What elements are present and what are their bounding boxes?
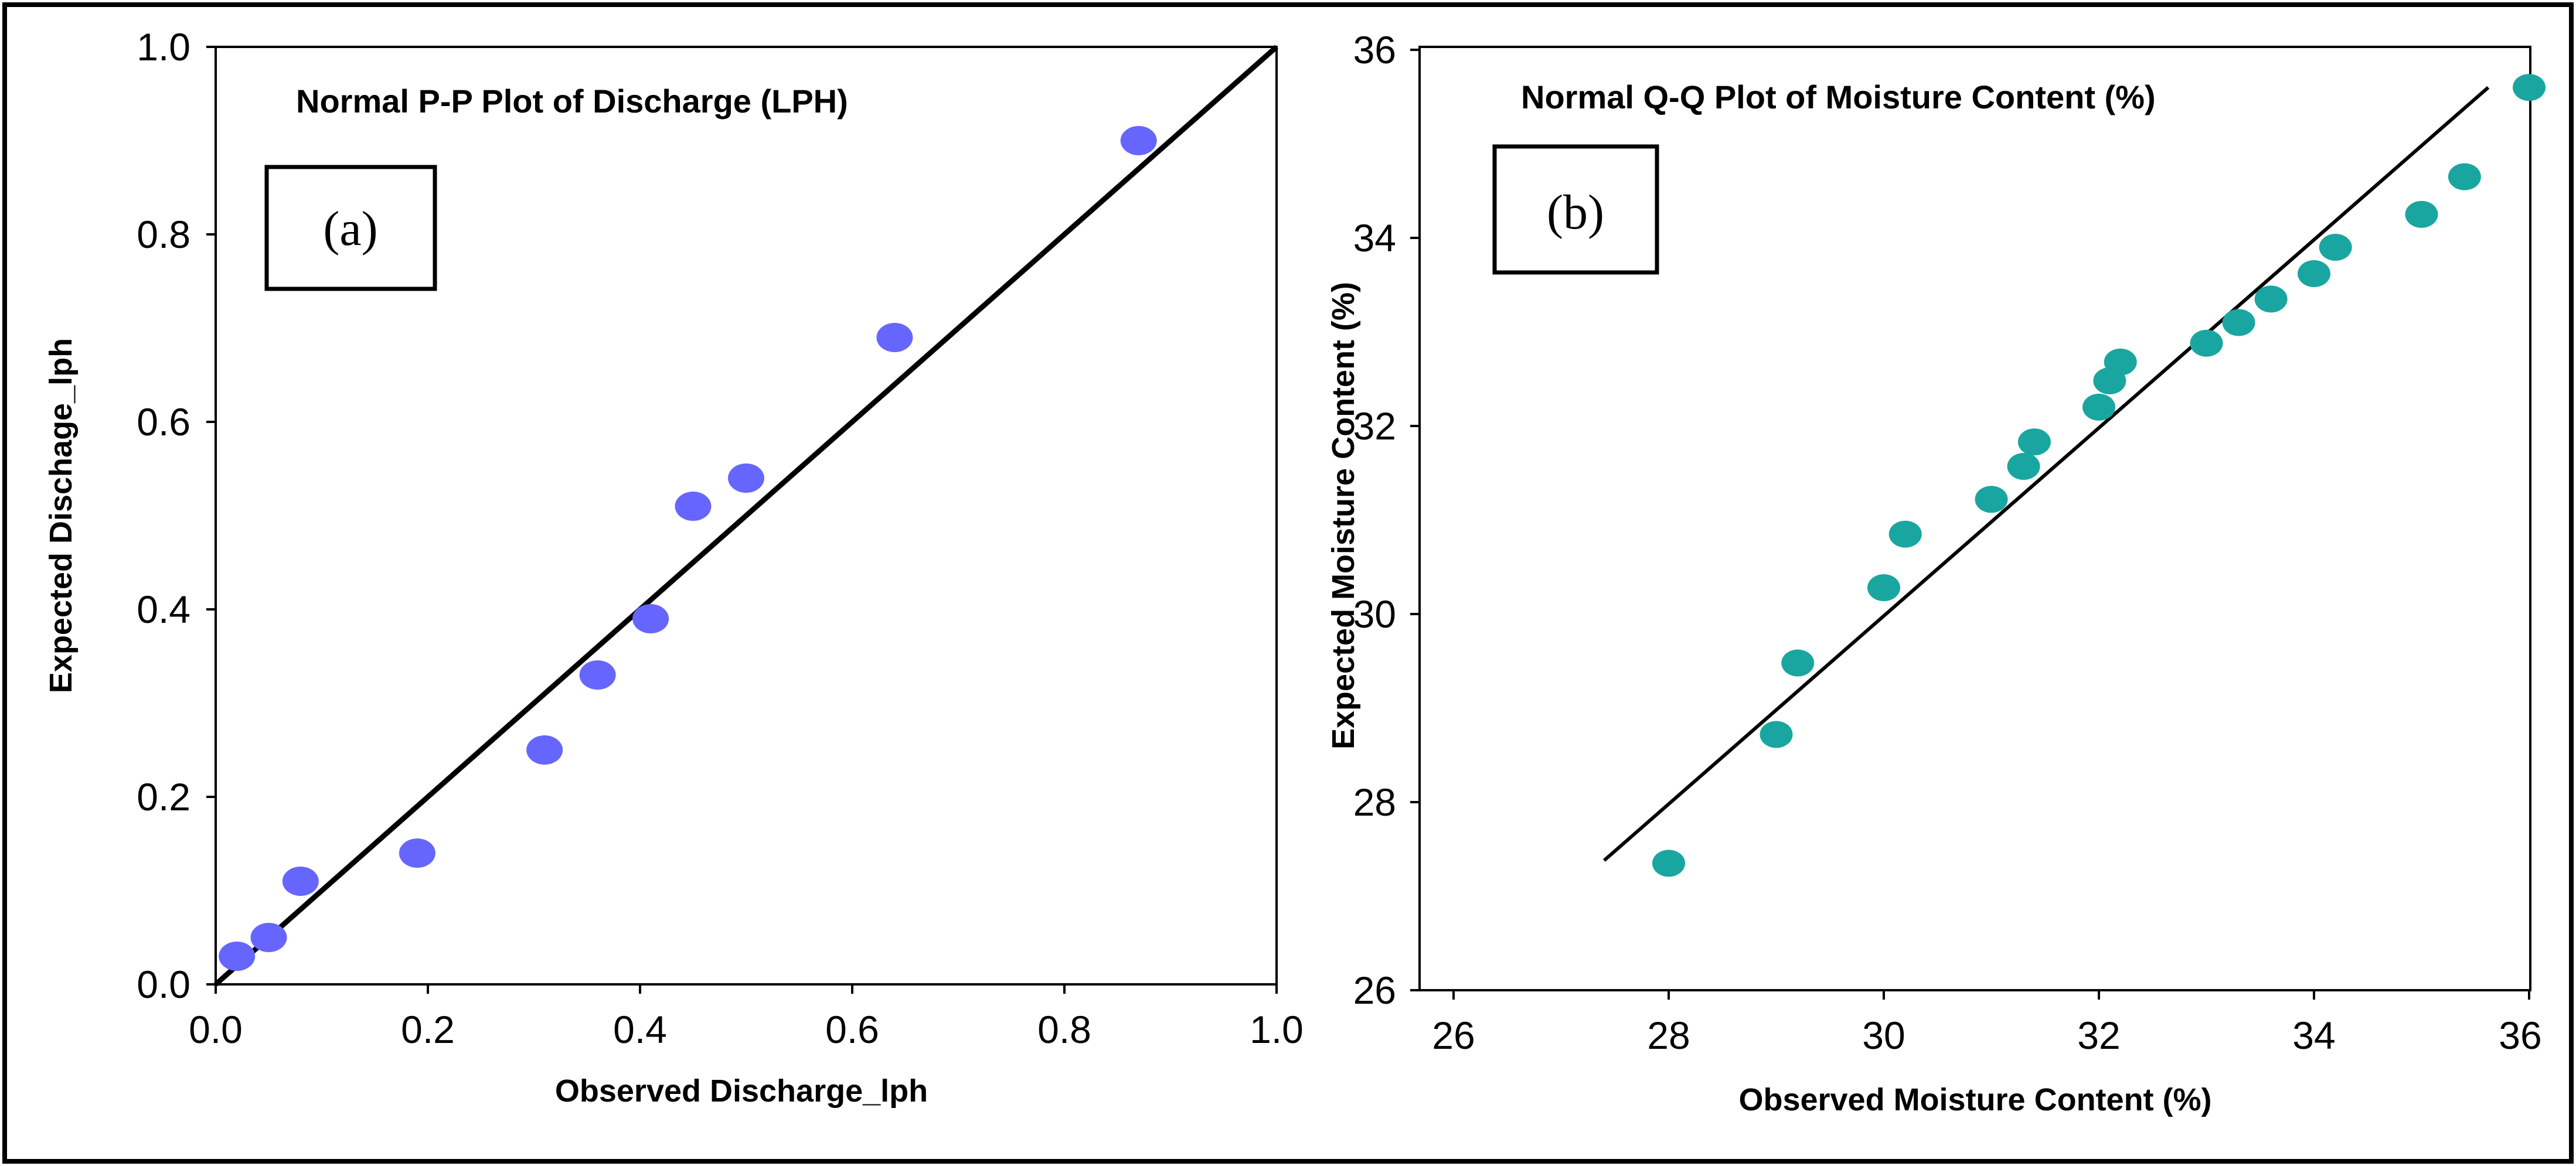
panel-b-y-tick-label: 28: [1353, 780, 1396, 824]
panel-b-data-point: [1760, 721, 1793, 748]
panel-b-data-point: [2222, 309, 2255, 336]
panel-b-data-point: [2082, 393, 2115, 421]
panel-a-reference-line: [214, 45, 1278, 987]
panel-b-y-axis: 26 28 30 32 34 36: [1353, 28, 1420, 1012]
panel-b-x-axis: 26 28 30 32 34 36: [1432, 990, 2542, 1057]
panel-b-reference-line: [1602, 86, 2490, 862]
panel-b-points: [1652, 74, 2546, 877]
panel-a-data-point: [675, 492, 712, 521]
panel-a-data-point: [399, 838, 435, 868]
panel-b-data-point: [1867, 574, 1900, 602]
panel-b-x-tick-label: 34: [2292, 1014, 2335, 1057]
panel-b-y-tick-label: 34: [1353, 216, 1396, 260]
panel-a: Normal P-P Plot of Discharge (LPH) (a) 0…: [43, 25, 1304, 1109]
panel-a-data-point: [250, 923, 287, 952]
panel-b-x-tick-label: 28: [1647, 1014, 1690, 1057]
panel-b-data-point: [2448, 163, 2481, 190]
panel-b-label-box: [1492, 144, 1659, 275]
panel-a-x-tick-label: 0.2: [401, 1008, 455, 1051]
panel-a-y-tick-label: 0.8: [137, 213, 190, 256]
panel-a-x-tick-label: 0.8: [1037, 1008, 1091, 1051]
panel-a-data-point: [1120, 126, 1157, 155]
panel-b-x-tick-label: 30: [1862, 1014, 1905, 1057]
panel-a-data-point: [282, 867, 319, 896]
panel-a-y-tick-label: 0.2: [137, 775, 190, 819]
panel-b-y-tick-label: 30: [1353, 592, 1396, 636]
panel-a-x-tick-label: 0.6: [825, 1008, 879, 1051]
panel-b-title: Normal Q-Q Plot of Moisture Content (%): [1521, 79, 2156, 115]
panel-a-label-box: [264, 165, 437, 291]
panel-b: Normal Q-Q Plot of Moisture Content (%) …: [1326, 28, 2546, 1117]
panel-a-x-tick-label: 0.0: [189, 1008, 243, 1051]
panel-a-x-tick-label: 1.0: [1250, 1008, 1304, 1051]
panel-a-data-point: [876, 323, 913, 352]
panel-b-x-tick-label: 26: [1432, 1014, 1475, 1057]
panel-b-data-point: [2007, 453, 2040, 480]
panel-a-x-tick-label: 0.4: [613, 1008, 667, 1051]
panel-b-data-point: [2190, 329, 2223, 357]
panel-b-data-point: [2513, 74, 2546, 101]
panel-b-data-point: [1888, 520, 1922, 548]
panel-b-data-point: [1975, 486, 2008, 513]
panel-b-data-point: [1781, 649, 1815, 677]
panel-a-points: [219, 126, 1157, 971]
panel-b-y-tick-label: 36: [1353, 28, 1396, 71]
panel-a-y-tick-label: 0.4: [137, 588, 190, 631]
panel-a-title: Normal P-P Plot of Discharge (LPH): [296, 83, 848, 120]
panel-a-x-axis: 0.0 0.2 0.4 0.6 0.8 1.0: [189, 984, 1304, 1051]
panel-a-y-tick-label: 0.0: [137, 963, 190, 1006]
panel-a-x-axis-label: Observed Discharge_lph: [555, 1073, 928, 1109]
panel-b-data-point: [1652, 850, 1685, 877]
panel-a-label: (a): [323, 202, 377, 256]
panel-a-y-axis-label: Expected Dischage_lph: [43, 338, 79, 693]
panel-b-x-axis-label: Observed Moisture Content (%): [1738, 1082, 2211, 1117]
panel-b-x-tick-label: 36: [2499, 1014, 2541, 1057]
panel-a-data-point: [219, 942, 256, 971]
panel-a-data-point: [632, 604, 669, 633]
panel-a-y-tick-label: 0.6: [137, 400, 190, 444]
panel-b-data-point: [2017, 428, 2051, 456]
panel-a-y-axis: 0.0 0.2 0.4 0.6 0.8 1.0: [137, 25, 216, 1006]
panel-b-data-point: [2405, 200, 2438, 228]
panel-b-y-axis-label: Expected Moisture Content (%): [1326, 282, 1361, 749]
panel-b-x-tick-label: 32: [2077, 1014, 2120, 1057]
panel-b-label: (b): [1547, 185, 1604, 240]
panel-a-data-point: [526, 735, 563, 765]
panel-b-y-tick-label: 32: [1353, 404, 1396, 448]
panel-b-data-point: [2104, 348, 2137, 376]
panel-a-y-tick-label: 1.0: [137, 25, 190, 69]
panel-b-data-point: [2254, 285, 2288, 313]
panel-b-y-tick-label: 26: [1353, 969, 1396, 1012]
panel-b-data-point: [2298, 260, 2330, 287]
panel-a-data-point: [728, 463, 764, 493]
panel-b-data-point: [2319, 234, 2352, 261]
panel-a-data-point: [579, 660, 616, 690]
